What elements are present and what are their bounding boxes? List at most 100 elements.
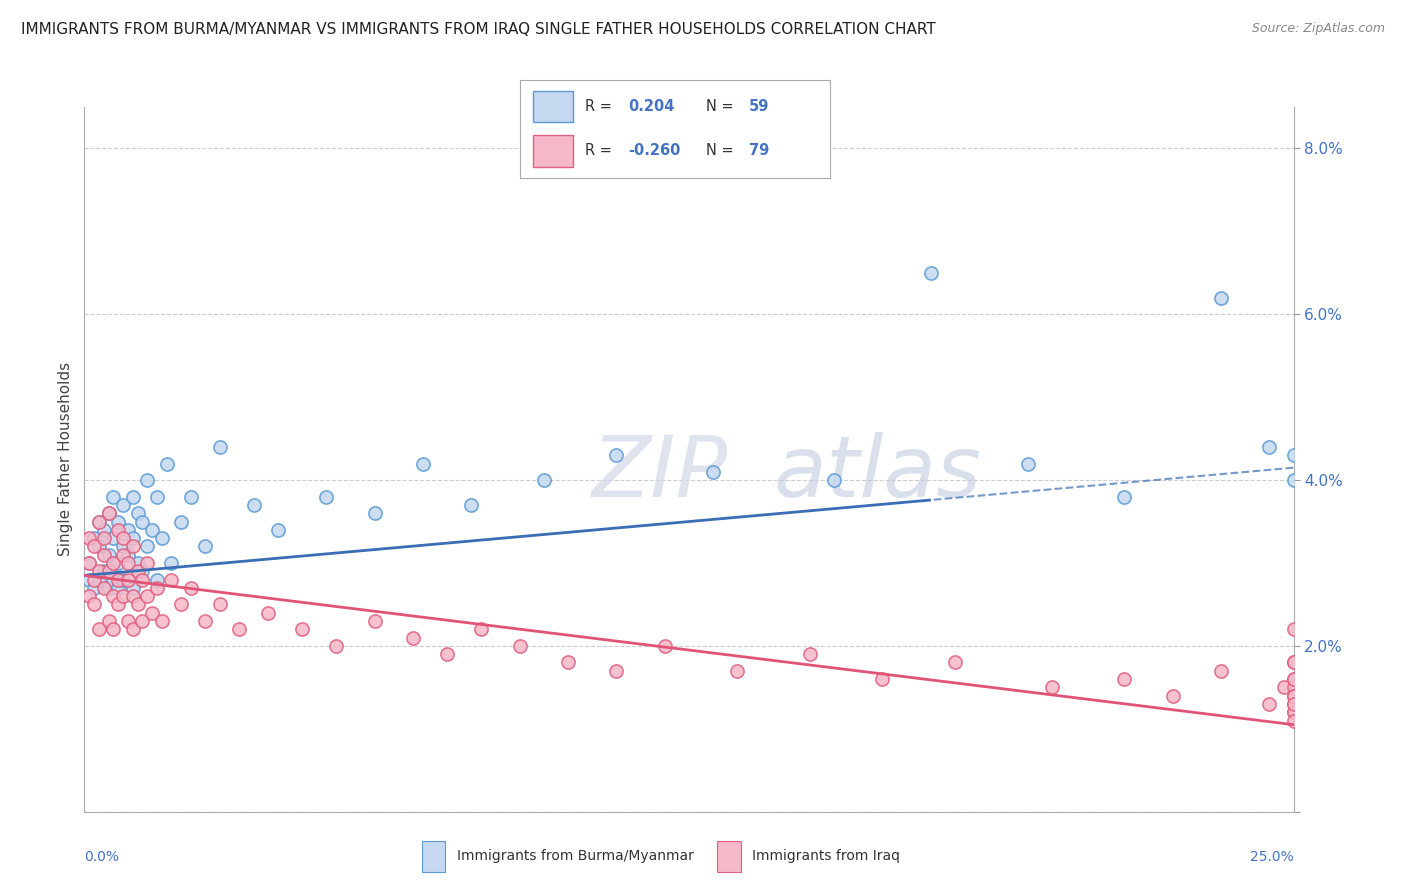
Point [920,266,942,280]
Point [1282,689,1305,703]
Text: R =: R = [585,99,612,114]
FancyBboxPatch shape [533,91,572,122]
Point [160,573,183,587]
Point [155,457,177,471]
FancyBboxPatch shape [533,136,572,167]
Point [107,581,129,595]
Point [1282,705,1305,719]
Point [1282,623,1305,637]
Point [103,490,125,504]
Point [943,656,966,670]
Point [93,564,115,578]
Text: 59: 59 [749,99,769,114]
Point [121,581,143,595]
Text: ZIP: ZIP [592,432,728,515]
Point [127,556,149,570]
Point [436,647,458,661]
Point [146,573,169,587]
Point [1282,714,1305,728]
Point [121,531,143,545]
Point [121,623,143,637]
Point [112,498,135,512]
Point [402,631,425,645]
Point [87,564,110,578]
Point [103,531,125,545]
Point [131,515,153,529]
Point [363,614,385,628]
Point [194,614,217,628]
Point [87,540,110,554]
Text: atlas: atlas [773,432,981,515]
Point [1282,697,1305,711]
Point [1282,681,1305,695]
Point [180,490,202,504]
Point [1282,473,1305,487]
Point [1282,672,1305,686]
Point [1282,448,1305,462]
Point [107,598,129,612]
Point [83,581,105,595]
Point [1017,457,1039,471]
Point [1282,705,1305,719]
Point [146,490,169,504]
Point [160,556,183,570]
Point [136,589,159,603]
Text: Immigrants from Iraq: Immigrants from Iraq [752,849,900,863]
Point [150,614,173,628]
Point [97,506,120,520]
Point [470,623,492,637]
Point [136,556,159,570]
Point [97,564,120,578]
Point [872,672,894,686]
Point [1258,440,1281,454]
Point [77,556,100,570]
Point [107,573,129,587]
Text: N =: N = [706,99,734,114]
Point [117,548,139,562]
Point [83,598,105,612]
Point [112,548,135,562]
Point [1114,672,1136,686]
Point [93,548,115,562]
Point [93,581,115,595]
Point [228,623,250,637]
Point [117,614,139,628]
Text: Source: ZipAtlas.com: Source: ZipAtlas.com [1251,22,1385,36]
Point [325,639,347,653]
Point [107,515,129,529]
Point [117,573,139,587]
Point [117,556,139,570]
Point [112,540,135,554]
Point [97,614,120,628]
Point [127,564,149,578]
Point [1209,664,1232,678]
Text: 79: 79 [749,144,769,159]
Point [127,506,149,520]
Point [412,457,434,471]
Point [103,589,125,603]
Point [131,614,153,628]
Point [605,664,627,678]
Point [127,598,149,612]
Point [509,639,531,653]
Text: 25.0%: 25.0% [1250,850,1294,864]
Point [1282,689,1305,703]
Point [141,523,163,537]
Point [1114,490,1136,504]
Point [242,498,264,512]
Point [1282,656,1305,670]
Point [141,606,163,620]
Point [257,606,280,620]
Point [77,531,100,545]
Point [97,506,120,520]
Point [107,523,129,537]
Point [77,556,100,570]
Point [117,523,139,537]
Point [97,581,120,595]
Point [77,589,100,603]
Point [83,531,105,545]
Point [121,540,143,554]
Point [1282,697,1305,711]
Point [170,598,193,612]
Point [1161,689,1184,703]
